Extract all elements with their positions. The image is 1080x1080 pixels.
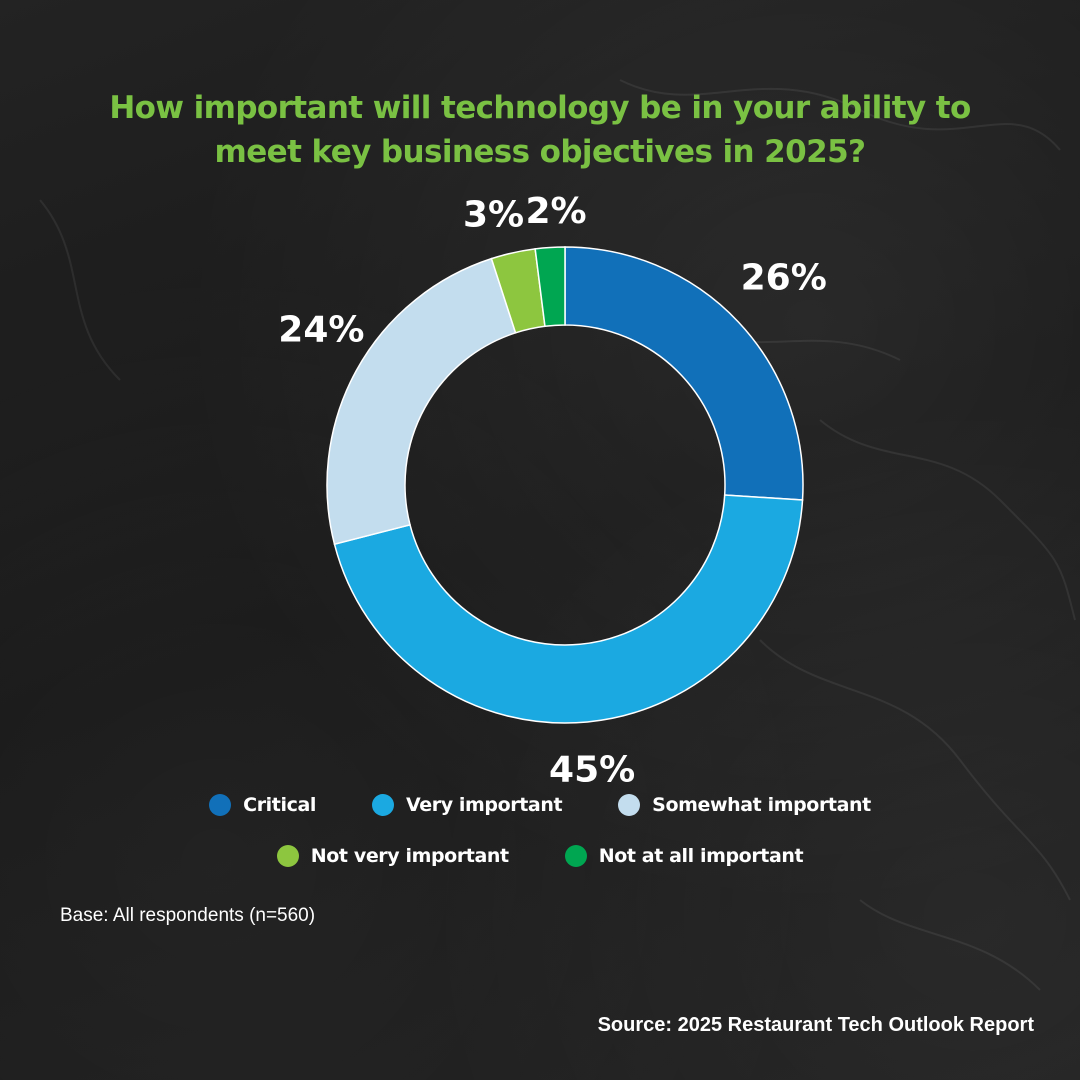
legend-swatch: [276, 845, 299, 867]
legend-row-2: Not very important Not at all important: [0, 845, 1080, 867]
value-label-not-very-important: 3%: [463, 194, 524, 235]
legend-swatch: [564, 845, 587, 867]
legend-item-not-at-all-important: Not at all important: [564, 845, 804, 867]
chart-title: How important will technology be in your…: [109, 90, 971, 170]
slice-critical: [564, 246, 804, 501]
slice-not-at-all-important: [534, 246, 566, 328]
value-label-not-at-all-important: 2%: [526, 191, 587, 232]
legend-item-very-important: Very important: [371, 794, 563, 816]
legend-swatch: [618, 794, 641, 816]
source-credit: Source: 2025 Restaurant Tech Outlook Rep…: [597, 1014, 1034, 1036]
slice-somewhat-important: [326, 257, 517, 546]
value-label-critical: 26%: [741, 258, 827, 299]
base-note: Base: All respondents (n=560): [60, 905, 316, 926]
legend-item-critical: Critical: [209, 794, 316, 816]
slice-very-important: [333, 494, 804, 724]
legend-swatch: [209, 794, 232, 816]
legend-label: Critical: [243, 794, 316, 816]
legend-row-1: Critical Very important Somewhat important: [0, 794, 1080, 816]
legend-label: Somewhat important: [652, 794, 871, 816]
legend-label: Very important: [405, 794, 563, 816]
legend-item-not-very-important: Not very important: [276, 845, 509, 867]
legend-swatch: [371, 794, 394, 816]
legend-label: Not very important: [310, 845, 509, 867]
value-label-very-important: 45%: [549, 750, 635, 791]
value-label-somewhat-important: 24%: [278, 309, 364, 350]
legend-item-somewhat-important: Somewhat important: [618, 794, 871, 816]
legend-label: Not at all important: [598, 845, 804, 867]
